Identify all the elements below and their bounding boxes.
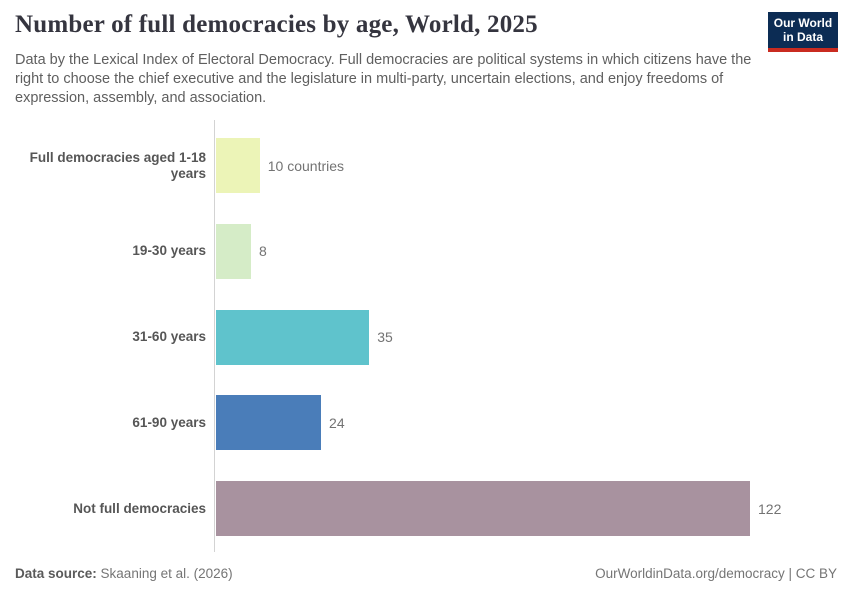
owid-logo-line2: in Data [782,30,823,44]
category-label: 61-90 years [132,414,206,430]
value-label: 24 [329,414,345,431]
chart-row: Not full democracies 122 [0,481,850,536]
chart-title: Number of full democracies by age, World… [15,11,538,38]
chart-row: 19-30 years 8 [0,223,850,279]
category-label: 31-60 years [132,329,206,344]
category-label: Full democracies aged 1-18 years [29,149,206,181]
data-source-value: Skaaning et al. (2026) [100,566,233,581]
owid-logo-line1: Our World [773,16,833,30]
bar[interactable] [216,395,322,451]
category-label: Not full democracies [73,500,206,516]
data-source-label: Data source: [15,566,97,581]
footer: Data source: Skaaning et al. (2026) OurW… [0,566,850,581]
value-label: 122 [758,500,782,517]
y-axis-line [214,120,215,552]
data-source: Data source: Skaaning et al. (2026) [15,566,233,581]
value-label: 10 countries [267,157,345,174]
chart-row: 61-90 years 24 [0,395,850,451]
value-label: 35 [377,329,393,345]
chart-row: 31-60 years 35 [0,309,850,365]
bar[interactable] [216,309,370,365]
owid-logo[interactable]: Our World in Data [768,12,838,52]
value-label: 8 [259,243,267,260]
bar[interactable] [216,138,260,193]
chart-rows: Full democracies aged 1-18 years 10 count… [0,138,850,567]
chart-subtitle: Data by the Lexical Index of Electoral D… [15,52,752,106]
chart-row: Full democracies aged 1-18 years 10 count… [0,138,850,193]
bar[interactable] [216,223,252,279]
license-note: OurWorldinData.org/democracy | CC BY [595,566,837,581]
category-label: 19-30 years [132,243,206,259]
bar[interactable] [216,481,750,536]
